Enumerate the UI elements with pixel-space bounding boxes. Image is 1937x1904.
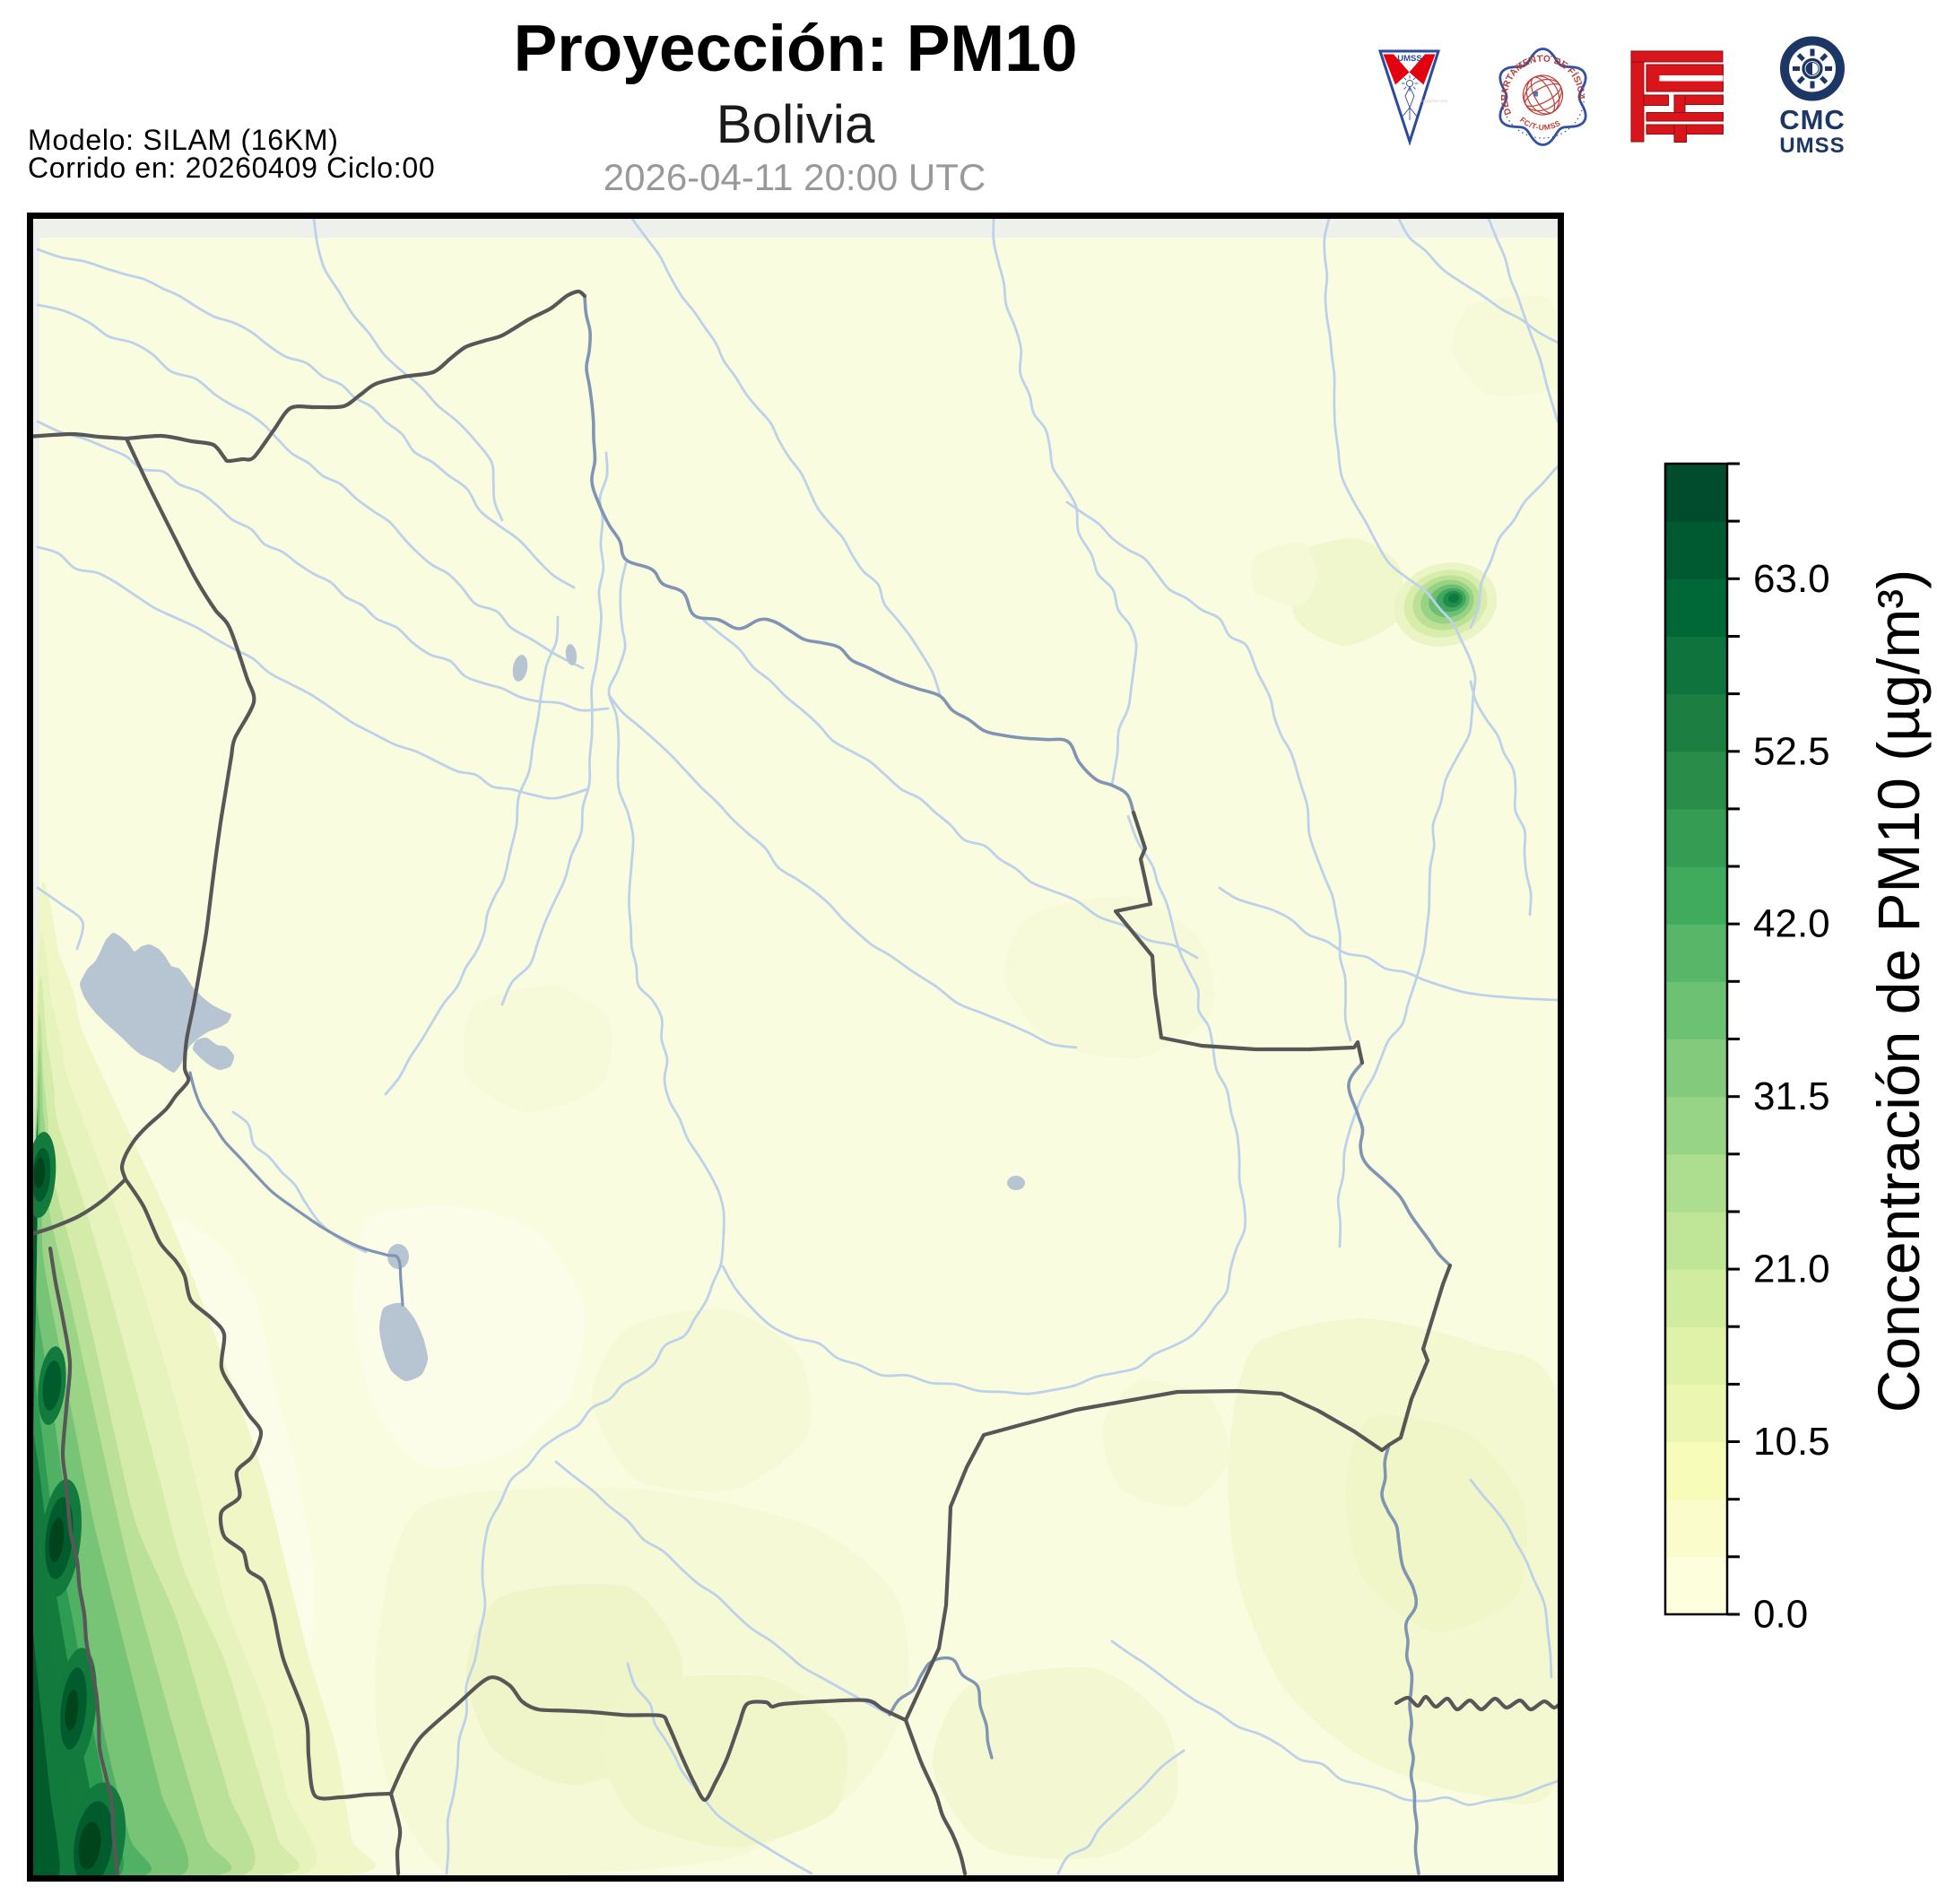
svg-text:Bolivia: Bolivia — [717, 94, 875, 154]
svg-text:2026-04-11 20:00 UTC: 2026-04-11 20:00 UTC — [604, 156, 986, 198]
svg-text:UMSS: UMSS — [1779, 134, 1845, 158]
svg-text:Modelo: SILAM (16KM): Modelo: SILAM (16KM) — [28, 124, 339, 156]
svg-text:0.0: 0.0 — [1753, 1593, 1808, 1637]
svg-text:42.0: 42.0 — [1753, 902, 1830, 946]
svg-text:31.5: 31.5 — [1753, 1074, 1830, 1118]
svg-text:52.5: 52.5 — [1753, 729, 1830, 773]
svg-text:Corrido en: 20260409 Ciclo:00: Corrido en: 20260409 Ciclo:00 — [28, 152, 435, 184]
svg-text:Concentración de PM10 (µg/m³): Concentración de PM10 (µg/m³) — [1865, 569, 1932, 1413]
svg-text:creadictivo.com: creadictivo.com — [1420, 99, 1448, 103]
svg-text:63.0: 63.0 — [1753, 557, 1830, 601]
svg-text:10.5: 10.5 — [1753, 1420, 1830, 1464]
svg-text:UMSS: UMSS — [1397, 54, 1421, 64]
svg-text:CMC: CMC — [1779, 104, 1846, 135]
svg-text:21.0: 21.0 — [1753, 1248, 1830, 1291]
svg-text:Proyección: PM10: Proyección: PM10 — [514, 13, 1078, 85]
